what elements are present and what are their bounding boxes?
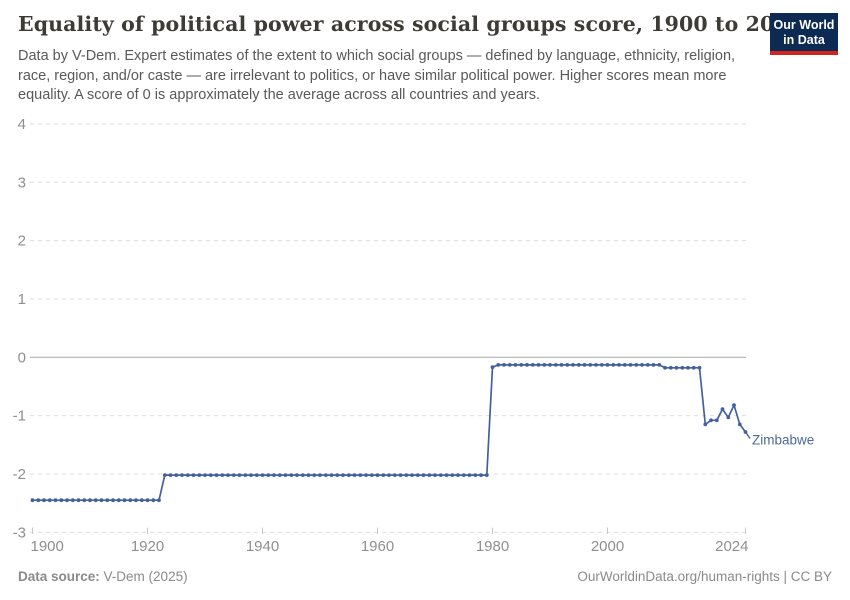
entity-label-connector <box>744 431 751 439</box>
data-source-value: V-Dem (2025) <box>103 569 188 584</box>
data-source-label: Data source: <box>18 569 100 584</box>
svg-text:1940: 1940 <box>246 538 279 555</box>
svg-text:-1: -1 <box>13 408 26 425</box>
x-axis-ticks <box>32 527 746 534</box>
credit-link[interactable]: OurWorldinData.org/human-rights | CC BY <box>577 569 832 584</box>
entity-label[interactable]: Zimbabwe <box>752 433 814 448</box>
svg-text:1900: 1900 <box>31 538 64 555</box>
svg-text:-3: -3 <box>13 524 26 541</box>
svg-text:2: 2 <box>18 233 26 250</box>
y-axis-labels: 4 3 2 1 0 -1 -2 -3 <box>13 116 26 541</box>
svg-text:2024: 2024 <box>715 538 748 555</box>
y-gridlines <box>30 123 746 533</box>
data-markers <box>30 363 748 503</box>
svg-text:0: 0 <box>18 349 26 366</box>
svg-text:1: 1 <box>18 291 26 308</box>
chart-title: Equality of political power across socia… <box>18 12 804 36</box>
chart-subtitle: Data by V-Dem. Expert estimates of the e… <box>18 48 736 103</box>
svg-text:3: 3 <box>18 174 26 191</box>
owid-logo[interactable]: Our World in Data <box>770 13 838 55</box>
svg-text:2000: 2000 <box>591 538 624 555</box>
svg-text:1960: 1960 <box>361 538 394 555</box>
svg-text:1920: 1920 <box>131 538 164 555</box>
logo-text-line2: in Data <box>783 33 825 47</box>
data-line[interactable] <box>32 364 747 502</box>
logo-text-line1: Our World <box>773 18 835 32</box>
svg-text:4: 4 <box>18 116 26 133</box>
data-source: Data source: V-Dem (2025) <box>18 569 188 584</box>
x-axis-labels: 1900 1920 1940 1960 1980 2000 2024 <box>31 538 749 555</box>
svg-text:-2: -2 <box>13 466 26 483</box>
svg-text:1980: 1980 <box>476 538 509 555</box>
